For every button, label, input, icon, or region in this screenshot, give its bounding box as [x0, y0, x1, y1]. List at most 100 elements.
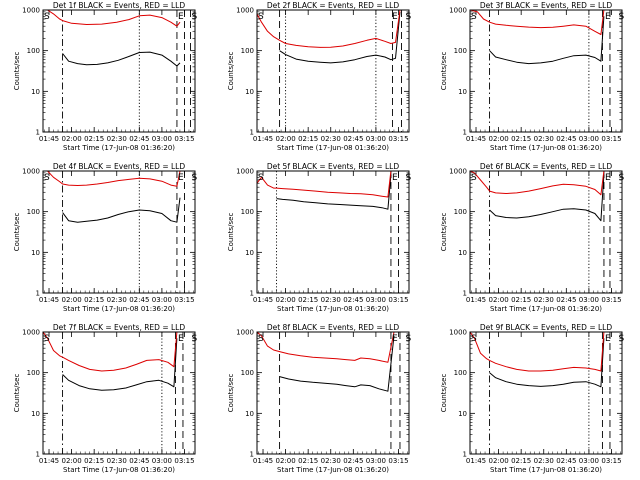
series-line-events: [489, 16, 605, 65]
y-tick-label: 10: [31, 410, 40, 418]
series-line-lld: [470, 171, 605, 196]
y-tick-label: 1000: [449, 168, 467, 176]
x-tick-label: 02:15: [298, 135, 318, 143]
x-tick-label: 02:15: [84, 457, 104, 465]
y-tick-label: 10: [245, 249, 254, 257]
plot-frame: [42, 9, 196, 133]
x-tick-label: 02:45: [556, 135, 576, 143]
x-tick-label: 02:30: [107, 135, 127, 143]
marker-label-s: S: [618, 334, 624, 344]
x-tick-label: 02:15: [84, 135, 104, 143]
y-tick-label: 1000: [22, 329, 40, 337]
x-tick-label: 03:15: [388, 135, 408, 143]
x-tick-label: 02:45: [343, 135, 363, 143]
y-axis-label: Counts/sec: [440, 374, 448, 413]
y-axis-label: Counts/sec: [440, 52, 448, 91]
y-tick-label: 100: [27, 47, 40, 55]
x-tick-label: 03:00: [152, 135, 172, 143]
series-line-events: [489, 338, 605, 388]
x-tick-label: 02:00: [276, 457, 296, 465]
plot-frame: [256, 170, 410, 294]
y-tick-label: 100: [27, 369, 40, 377]
marker-label-e: E: [392, 173, 398, 183]
x-tick-label: 02:45: [129, 457, 149, 465]
x-tick-label: 01:45: [253, 135, 273, 143]
marker-label-e: E: [392, 334, 398, 344]
x-tick-label: 02:30: [321, 296, 341, 304]
x-tick-label: 03:15: [174, 135, 194, 143]
x-tick-label: 02:30: [534, 296, 554, 304]
plot-frame: [42, 170, 196, 294]
x-tick-label: 02:00: [276, 296, 296, 304]
y-tick-label: 1000: [449, 7, 467, 15]
marker-label-s: S: [44, 12, 50, 22]
x-tick-label: 02:00: [489, 457, 509, 465]
y-tick-label: 1: [250, 451, 254, 459]
plot-frame: [469, 331, 623, 455]
y-tick-label: 10: [31, 88, 40, 96]
x-tick-label: 03:00: [366, 135, 386, 143]
x-axis-label: Start Time (17-Jun-08 01:36:20): [63, 466, 175, 474]
x-tick-label: 02:45: [556, 457, 576, 465]
x-tick-label: 03:15: [388, 296, 408, 304]
series-line-lld: [470, 332, 605, 372]
panel-title: Det 9f BLACK = Events, RED = LLD: [480, 323, 613, 332]
y-tick-label: 1: [36, 129, 40, 137]
series-line-lld: [43, 10, 181, 27]
y-tick-label: 10: [245, 410, 254, 418]
marker-label-e: E: [178, 12, 184, 22]
detector-panel-8: Det 8f BLACK = Events, RED = LLD 1 10 100 10…: [227, 323, 411, 474]
x-tick-label: 02:30: [321, 457, 341, 465]
plot-frame: [42, 331, 196, 455]
detector-panel-4: Det 4f BLACK = Events, RED = LLD 1 10 100 10…: [13, 162, 197, 313]
series-line-events: [62, 338, 178, 391]
plot-frame: [469, 170, 623, 294]
x-tick-label: 02:00: [62, 296, 82, 304]
marker-label-s: S: [471, 334, 477, 344]
marker-label-s: S: [471, 12, 477, 22]
marker-label-s: S: [405, 173, 411, 183]
x-tick-label: 03:15: [174, 296, 194, 304]
marker-label-s: S: [618, 12, 624, 22]
x-tick-label: 03:00: [579, 296, 599, 304]
x-tick-label: 03:00: [366, 296, 386, 304]
panel-title: Det 7f BLACK = Events, RED = LLD: [53, 323, 186, 332]
series-line-lld: [43, 332, 178, 372]
y-tick-label: 100: [27, 208, 40, 216]
x-tick-label: 02:45: [556, 296, 576, 304]
x-tick-label: 02:45: [343, 457, 363, 465]
x-tick-label: 01:45: [466, 135, 486, 143]
detector-panel-7: Det 7f BLACK = Events, RED = LLD 1 10 100 10…: [13, 323, 197, 474]
marker-label-e: E: [605, 173, 611, 183]
y-axis-label: Counts/sec: [13, 213, 21, 252]
x-tick-label: 02:15: [298, 296, 318, 304]
x-tick-label: 03:15: [601, 296, 621, 304]
series-line-events: [279, 11, 401, 64]
x-tick-label: 01:45: [466, 296, 486, 304]
y-tick-label: 100: [241, 47, 254, 55]
x-tick-label: 03:15: [601, 457, 621, 465]
marker-label-e: E: [178, 173, 184, 183]
detector-panel-1: Det 1f BLACK = Events, RED = LLD 1 10 100 10…: [13, 1, 197, 152]
detector-panel-2: Det 2f BLACK = Events, RED = LLD 1 10 100 10…: [227, 1, 411, 152]
panel-title: Det 6f BLACK = Events, RED = LLD: [480, 162, 613, 171]
series-line-events: [276, 174, 392, 210]
marker-label-s: S: [405, 12, 411, 22]
y-axis-label: Counts/sec: [227, 213, 235, 252]
x-axis-label: Start Time (17-Jun-08 01:36:20): [277, 144, 389, 152]
marker-label-s: S: [44, 173, 50, 183]
x-axis-label: Start Time (17-Jun-08 01:36:20): [277, 305, 389, 313]
panel-title: Det 8f BLACK = Events, RED = LLD: [267, 323, 400, 332]
y-tick-label: 1: [36, 290, 40, 298]
x-axis-label: Start Time (17-Jun-08 01:36:20): [63, 144, 175, 152]
y-tick-label: 1000: [22, 168, 40, 176]
x-axis-label: Start Time (17-Jun-08 01:36:20): [490, 144, 602, 152]
y-tick-label: 1: [36, 451, 40, 459]
y-tick-label: 10: [458, 410, 467, 418]
y-tick-label: 100: [454, 47, 467, 55]
x-tick-label: 02:30: [534, 457, 554, 465]
x-tick-label: 02:30: [534, 135, 554, 143]
plot-frame: [256, 331, 410, 455]
x-tick-label: 02:30: [321, 135, 341, 143]
